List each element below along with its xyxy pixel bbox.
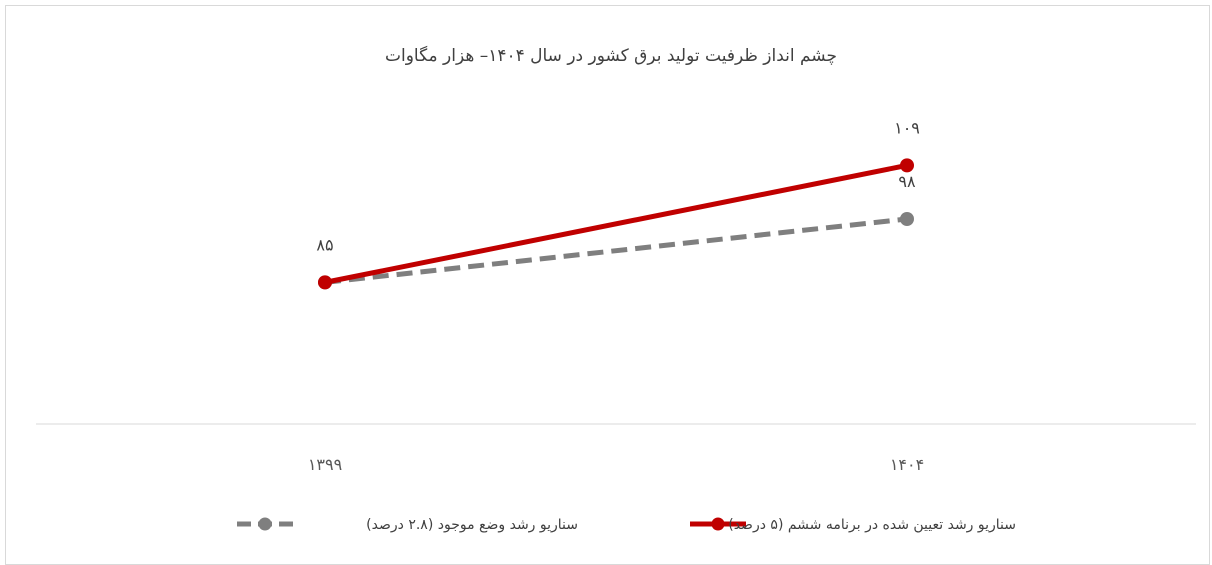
legend-swatch-marker [258, 517, 272, 531]
data-label: ۸۵ [316, 235, 333, 254]
series-line-0 [324, 162, 908, 285]
data-point [318, 275, 332, 290]
plot-area: ۸۵ ۱۰۹ ۹۸ [316, 118, 920, 290]
data-point [900, 212, 914, 226]
x-tick-label: ۱۳۹۹ [308, 455, 342, 474]
chart-frame [5, 5, 1210, 565]
data-label: ۱۰۹ [894, 118, 920, 137]
legend: سناریو رشد تعیین شده در برنامه ششم (۵ در… [237, 517, 1016, 533]
legend-label: سناریو رشد وضع موجود (۲.۸ درصد) [366, 517, 578, 533]
data-point [900, 158, 914, 173]
series-line-1 [324, 216, 908, 285]
legend-swatch-marker [711, 517, 725, 531]
chart-title: چشم انداز ظرفیت تولید برق کشور در سال ۱۴… [385, 45, 837, 66]
legend-item-plan: سناریو رشد تعیین شده در برنامه ششم (۵ در… [690, 517, 1016, 533]
data-label: ۹۸ [898, 172, 916, 191]
x-tick-label: ۱۴۰۴ [890, 455, 924, 474]
legend-label: سناریو رشد تعیین شده در برنامه ششم (۵ در… [728, 517, 1016, 533]
legend-item-current: سناریو رشد وضع موجود (۲.۸ درصد) [237, 517, 578, 533]
